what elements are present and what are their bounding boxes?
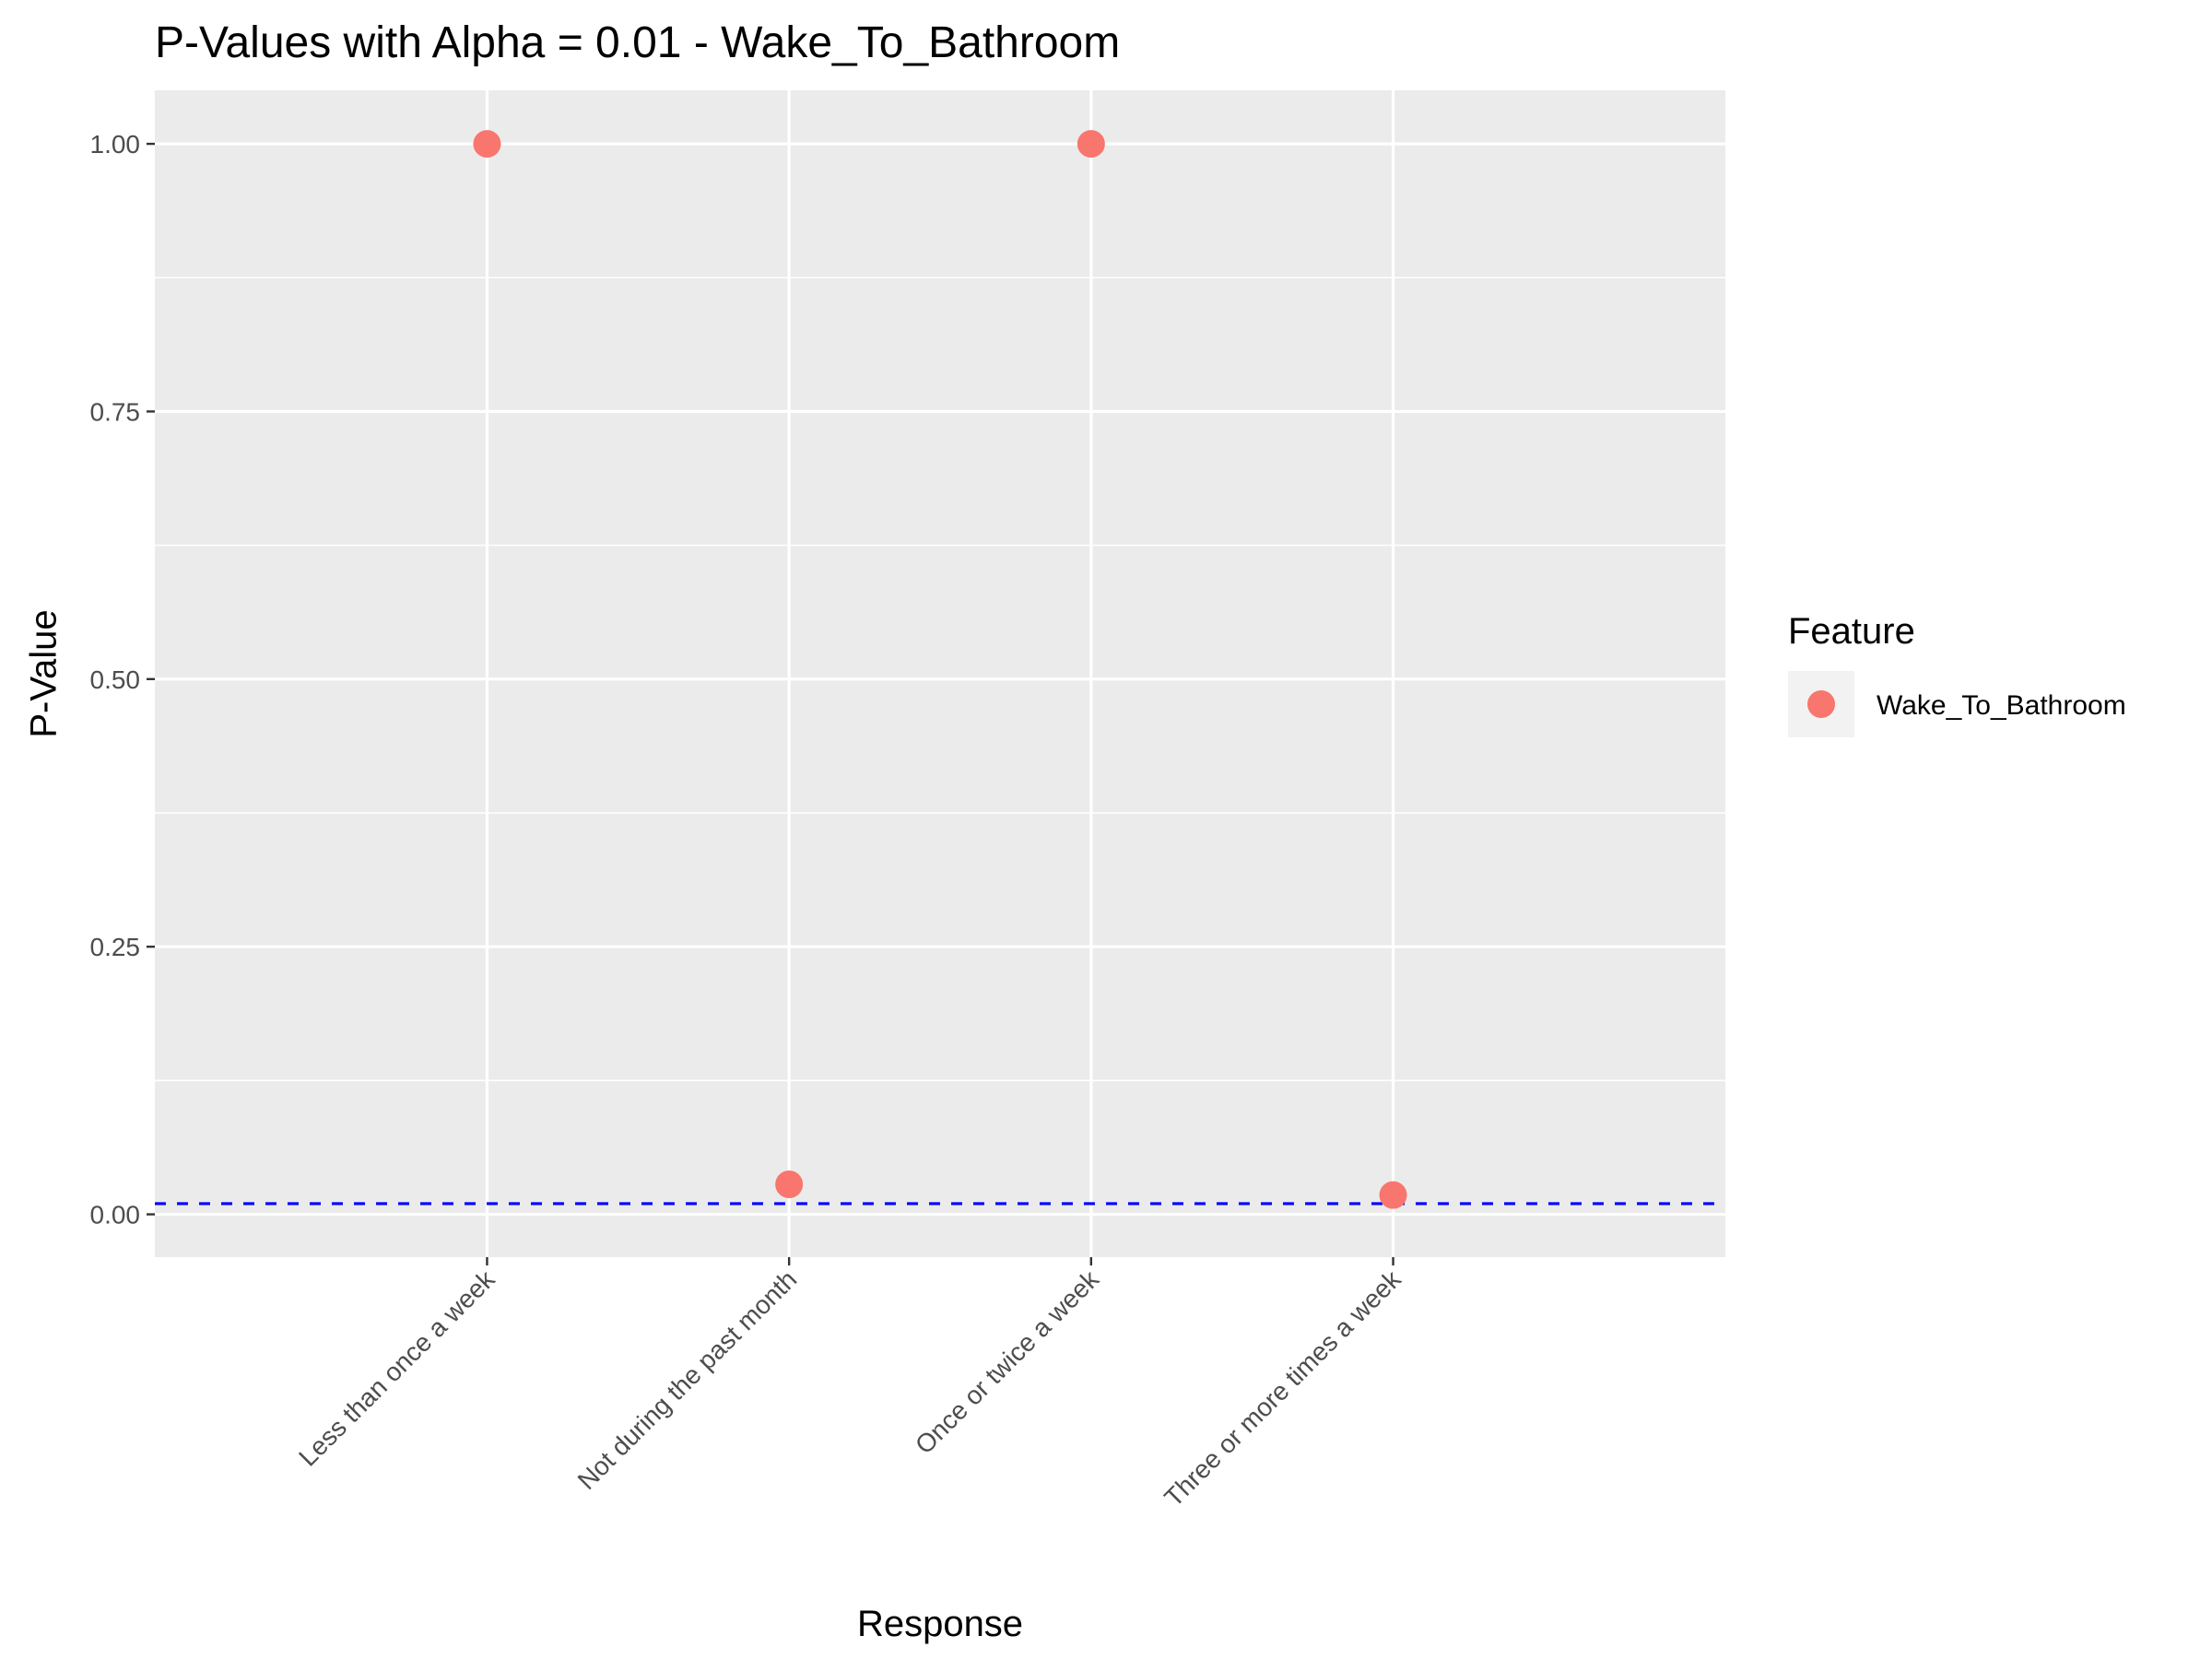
- y-tick-label: 0.50: [90, 665, 141, 694]
- y-tick-label: 1.00: [90, 130, 141, 159]
- legend-title: Feature: [1788, 611, 1915, 652]
- data-point: [473, 130, 501, 159]
- data-points: [473, 130, 1407, 1209]
- x-tick-label: Less than once a week: [293, 1265, 500, 1472]
- y-tick-label: 0.25: [90, 933, 141, 961]
- x-axis-title: Response: [857, 1604, 1023, 1644]
- y-tick-label: 0.00: [90, 1201, 141, 1230]
- legend-marker: [1807, 690, 1835, 718]
- x-tick-label: Not during the past month: [572, 1265, 803, 1495]
- data-point: [775, 1171, 804, 1199]
- major-gridlines: [155, 90, 1725, 1257]
- minor-gridlines: [155, 276, 1725, 1082]
- legend: Feature Wake_To_Bathroom: [1788, 611, 2126, 737]
- x-tick-label: Once or twice a week: [910, 1265, 1105, 1460]
- data-point: [1077, 130, 1105, 159]
- y-tick-label: 0.75: [90, 397, 141, 426]
- plot-panel: [155, 90, 1725, 1257]
- chart-title: P-Values with Alpha = 0.01 - Wake_To_Bat…: [155, 18, 1120, 67]
- data-point: [1379, 1181, 1407, 1209]
- legend-label: Wake_To_Bathroom: [1877, 690, 2126, 721]
- y-axis-title: P-Value: [24, 609, 65, 737]
- x-axis: Less than once a week Not during the past…: [293, 1257, 1406, 1512]
- y-axis: 0.00 0.25 0.50 0.75 1.00: [90, 130, 155, 1230]
- x-tick-label: Three or more times a week: [1159, 1265, 1406, 1512]
